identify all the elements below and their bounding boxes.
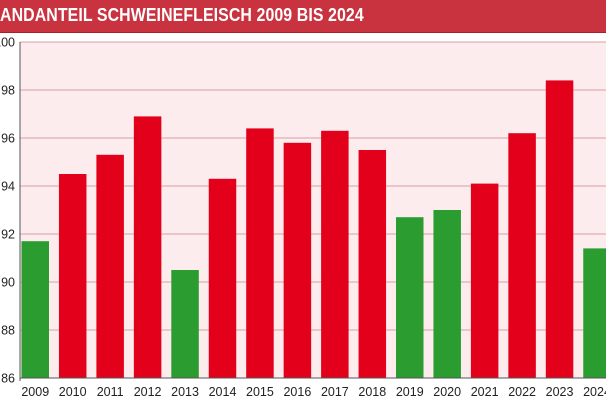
bar xyxy=(171,270,199,378)
bar xyxy=(246,128,274,378)
chart-title: ANDANTEIL SCHWEINEFLEISCH 2009 BIS 2024 xyxy=(0,4,364,25)
bar xyxy=(396,217,424,378)
bar xyxy=(470,183,499,378)
x-tick-label: 2016 xyxy=(283,385,311,399)
chart-title-bar: ANDANTEIL SCHWEINEFLEISCH 2009 BIS 2024 xyxy=(0,0,606,33)
bar-chart: 86 88 90 92 94 96 98 100 2009 2010 2011 2012 2013 201… xyxy=(0,36,606,399)
x-tick-label: 2017 xyxy=(321,385,349,399)
x-tick-label: 2011 xyxy=(97,385,124,399)
bar xyxy=(433,210,461,378)
x-tick-label: 2010 xyxy=(59,385,87,399)
x-tick-label: 2020 xyxy=(433,385,461,399)
x-tick-label: 2014 xyxy=(209,385,237,399)
y-tick-label: 100 xyxy=(0,36,15,50)
x-tick-label: 2018 xyxy=(358,385,386,399)
x-tick-label: 2021 xyxy=(471,385,499,399)
x-tick-label: 2013 xyxy=(171,385,199,399)
x-tick-label: 2024 xyxy=(583,385,606,399)
bar xyxy=(283,142,312,378)
x-tick-label: 2023 xyxy=(546,385,574,399)
y-tick-label: 92 xyxy=(1,228,15,242)
bar xyxy=(545,80,574,379)
y-tick-label: 98 xyxy=(1,84,15,98)
x-tick-label: 2022 xyxy=(508,385,536,399)
bar xyxy=(58,174,87,378)
bar xyxy=(321,130,349,378)
bar xyxy=(208,178,237,378)
bar xyxy=(21,241,49,378)
y-tick-label: 88 xyxy=(1,324,15,338)
y-tick-label: 96 xyxy=(1,132,15,146)
y-tick-label: 86 xyxy=(1,372,15,386)
x-tick-label: 2019 xyxy=(396,385,424,399)
bar xyxy=(583,248,606,378)
x-tick-label: 2009 xyxy=(21,385,49,399)
bar xyxy=(508,133,536,378)
y-tick-label: 94 xyxy=(1,180,15,194)
bar xyxy=(133,116,162,379)
bar xyxy=(358,150,387,378)
y-tick-label: 90 xyxy=(1,276,15,290)
bar xyxy=(96,154,124,378)
x-tick-label: 2012 xyxy=(134,385,162,399)
x-tick-label: 2015 xyxy=(246,385,274,399)
